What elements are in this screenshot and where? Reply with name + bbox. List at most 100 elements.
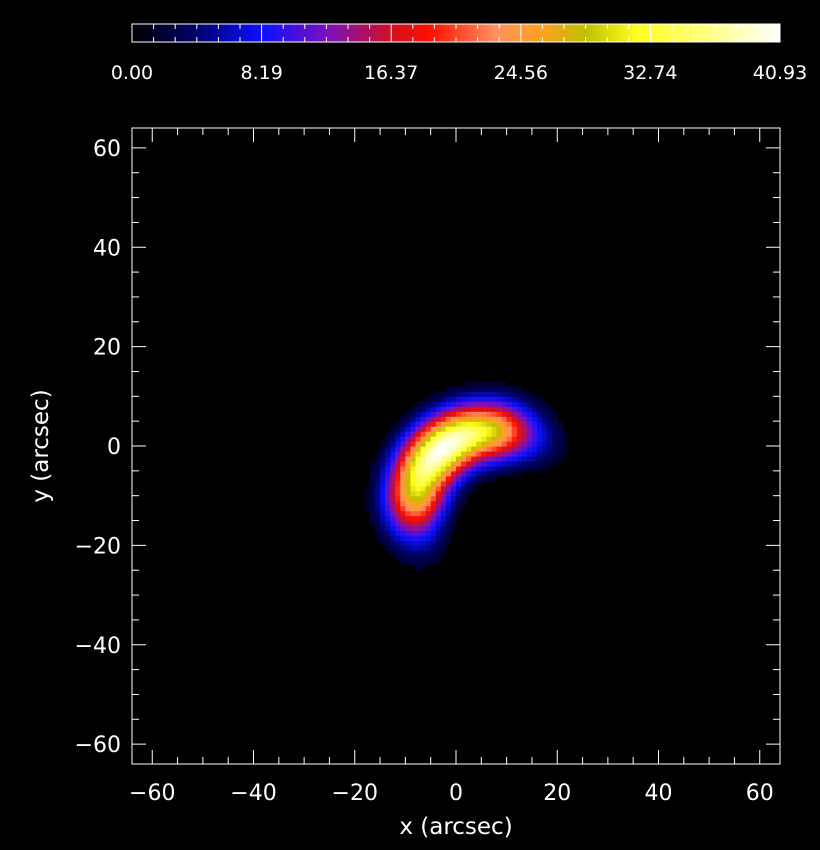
y-tick-label: −20	[75, 534, 121, 559]
x-tick-label: 60	[746, 781, 774, 806]
heatmap-cell	[445, 421, 452, 427]
heatmap-cell	[471, 411, 477, 417]
heatmap-cell	[430, 525, 437, 532]
heatmap-cell	[385, 441, 391, 447]
heatmap-cell	[445, 446, 452, 452]
heatmap-cell	[531, 431, 538, 437]
heatmap-cell	[516, 391, 523, 397]
heatmap-cell	[405, 540, 412, 546]
heatmap-cell	[521, 411, 528, 417]
heatmap-cell	[415, 455, 422, 462]
heatmap-cell	[405, 500, 412, 507]
heatmap-cell	[537, 431, 543, 437]
heatmap-cell	[425, 470, 432, 477]
heatmap-cell	[486, 431, 493, 437]
heatmap-cell	[405, 490, 412, 497]
heatmap-cell	[395, 421, 401, 427]
heatmap-cell	[461, 431, 467, 437]
heatmap-cell	[516, 460, 523, 467]
heatmap-cell	[420, 505, 427, 512]
heatmap-cell	[526, 465, 533, 472]
heatmap-cell	[375, 525, 381, 532]
heatmap-cell	[435, 416, 442, 422]
heatmap-cell	[537, 401, 543, 407]
heatmap-cell	[400, 510, 406, 517]
heatmap-cell	[380, 530, 386, 537]
heatmap-cell	[430, 485, 437, 492]
heatmap-cell	[476, 391, 482, 397]
heatmap-cell	[511, 426, 518, 432]
heatmap-cell	[425, 540, 432, 546]
heatmap-cell	[400, 550, 406, 556]
heatmap-cell	[430, 431, 437, 437]
heatmap-cell	[405, 495, 412, 502]
heatmap-cell	[390, 436, 396, 442]
heatmap-cell	[486, 441, 493, 447]
heatmap-cell	[506, 436, 513, 442]
heatmap-cell	[435, 426, 442, 432]
heatmap-cell	[430, 540, 437, 546]
heatmap-cell	[369, 490, 376, 497]
heatmap-cell	[420, 475, 427, 482]
heatmap-cell	[461, 401, 467, 407]
heatmap-cell	[491, 470, 498, 477]
heatmap-cell	[430, 480, 437, 487]
heatmap-cell	[537, 421, 543, 427]
heatmap-cell	[375, 470, 381, 477]
heatmap-cell	[542, 431, 548, 437]
heatmap-cell	[491, 411, 498, 417]
y-tick-label: 20	[93, 336, 121, 361]
heatmap-cell	[410, 475, 417, 482]
heatmap-cell	[405, 475, 412, 482]
heatmap-cell	[400, 441, 406, 447]
heatmap-cell	[461, 441, 467, 447]
heatmap-cell	[415, 515, 422, 522]
heatmap-cell	[486, 460, 493, 467]
heatmap-cell	[440, 396, 447, 402]
heatmap-cell	[506, 470, 513, 477]
heatmap-cell	[461, 386, 467, 392]
heatmap-cell	[390, 490, 396, 497]
heatmap-cell	[552, 441, 558, 447]
heatmap-cell	[516, 396, 523, 402]
heatmap-cell	[415, 446, 422, 452]
heatmap-cell	[415, 490, 422, 497]
heatmap-cell	[440, 510, 447, 517]
heatmap-cell	[385, 446, 391, 452]
heatmap-cell	[390, 530, 396, 537]
heatmap-cell	[435, 470, 442, 477]
heatmap-cell	[410, 446, 417, 452]
heatmap-cell	[410, 455, 417, 462]
heatmap-cell	[369, 515, 376, 522]
heatmap-cell	[385, 535, 391, 542]
heatmap-cell	[445, 490, 452, 497]
heatmap-cell	[385, 460, 391, 467]
heatmap-cell	[491, 381, 498, 387]
heatmap-cell	[390, 475, 396, 482]
heatmap-cell	[425, 485, 432, 492]
heatmap-cell	[461, 500, 467, 507]
heatmap-cell	[425, 520, 432, 527]
heatmap-cell	[435, 455, 442, 462]
heatmap-cell	[531, 450, 538, 457]
heatmap-cell	[440, 490, 447, 497]
heatmap-cell	[430, 401, 437, 407]
heatmap-cell	[506, 391, 513, 397]
heatmap-cell	[526, 455, 533, 462]
heatmap-cell	[430, 560, 437, 566]
heatmap-cell	[501, 446, 508, 452]
heatmap-cell	[420, 555, 427, 561]
heatmap-cell	[420, 401, 427, 407]
heatmap-cell	[369, 505, 376, 512]
heatmap-cell	[385, 500, 391, 507]
heatmap-cell	[425, 475, 432, 482]
heatmap-cell	[516, 455, 523, 462]
heatmap-cell	[369, 480, 376, 487]
heatmap-cell	[476, 381, 482, 387]
heatmap-cell	[526, 421, 533, 427]
heatmap-cell	[405, 431, 412, 437]
heatmap-cell	[425, 480, 432, 487]
heatmap-cell	[405, 505, 412, 512]
heatmap-cell	[445, 416, 452, 422]
heatmap-cell	[415, 485, 422, 492]
